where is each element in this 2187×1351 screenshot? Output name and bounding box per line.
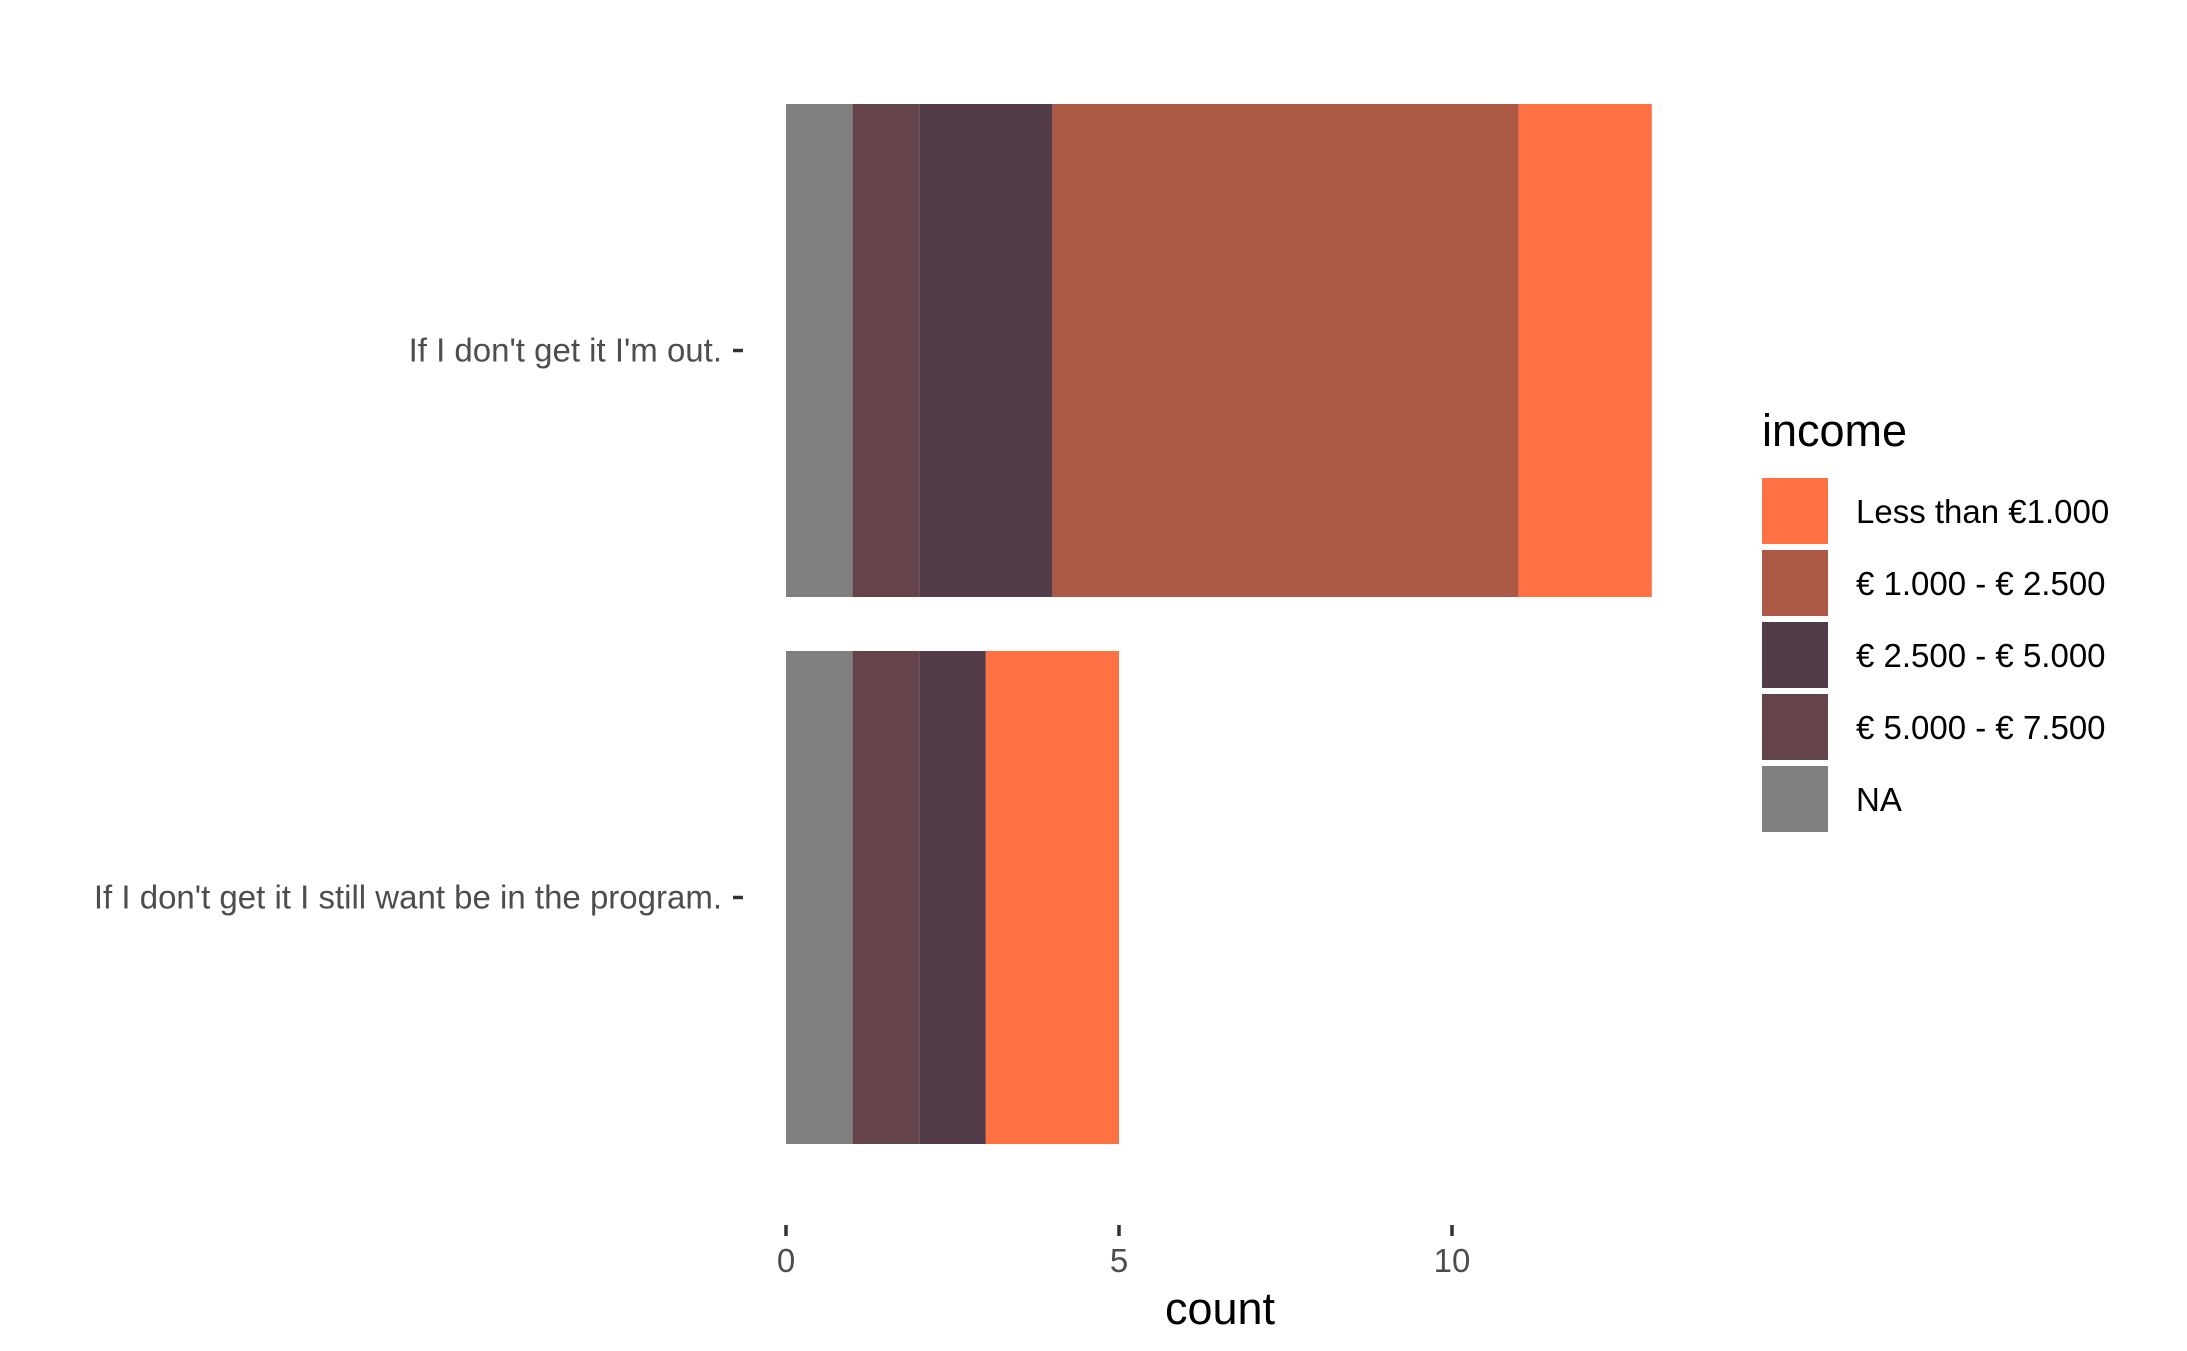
bar-segment [852,651,920,1144]
legend-swatch [1762,622,1828,688]
legend-swatch [1762,478,1828,544]
legend-items: Less than €1.000 € 1.000 - € 2.500 € 2.500… [1762,478,2109,832]
x-tick-label: 10 [1434,1242,1471,1279]
category-label: If I don't get it I still want be in the… [94,879,722,916]
bars-group [786,104,1652,1144]
x-axis-title: count [1165,1283,1276,1334]
bar-segment [1052,104,1519,597]
category-label: If I don't get it I'm out. [409,332,722,369]
bar-segment [919,651,986,1144]
legend-swatch [1762,766,1828,832]
legend-label: € 2.500 - € 5.000 [1856,637,2106,674]
bar-segment [985,651,1119,1144]
legend-label: € 1.000 - € 2.500 [1856,565,2106,602]
bar-segment [1518,104,1652,597]
legend-label: NA [1856,781,1902,818]
legend-swatch [1762,550,1828,616]
bar-segment [786,104,853,597]
x-tick-label: 0 [777,1242,795,1279]
x-tick-label: 5 [1110,1242,1128,1279]
bar-segment [786,651,853,1144]
legend-title: income [1762,405,1907,456]
bar-segment [852,104,920,597]
category-axis: If I don't get it I'm out. If I don't get… [94,332,743,916]
legend-label: Less than €1.000 [1856,493,2109,530]
legend: income Less than €1.000 € 1.000 - € 2.500… [1762,405,2109,832]
legend-label: € 5.000 - € 7.500 [1856,709,2106,746]
x-axis: 0 5 10 [777,1225,1471,1279]
bar-segment [919,104,1053,597]
legend-swatch [1762,694,1828,760]
